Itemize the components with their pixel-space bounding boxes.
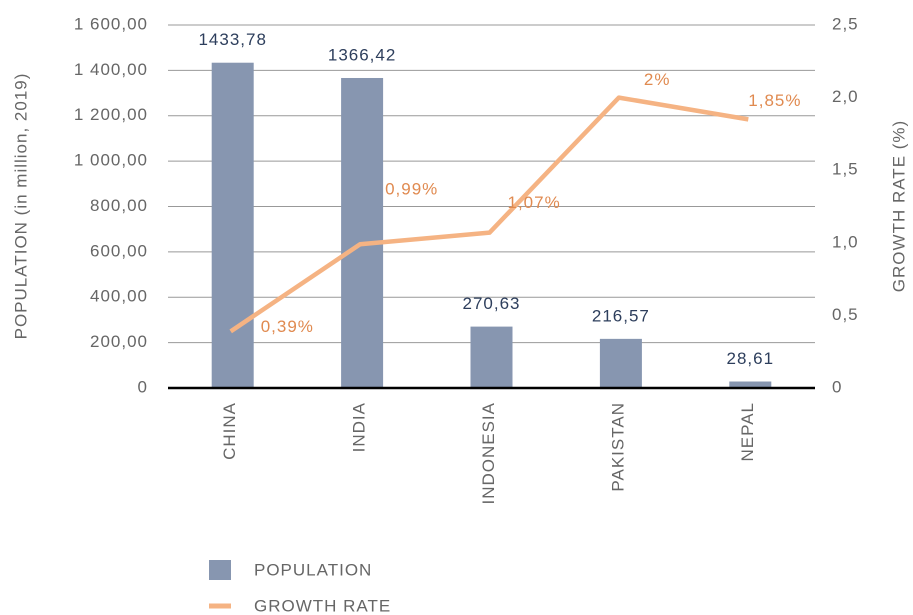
y2-tick-label: 0 [832, 377, 842, 396]
line-value-label: 0,39% [261, 317, 314, 336]
x-tick-label: CHINA [220, 402, 239, 460]
y2-axis-label: GROWTH RATE (%) [889, 120, 908, 292]
y-tick-label: 400,00 [90, 287, 148, 306]
bar-value-label: 28,61 [727, 349, 775, 368]
y2-tick-label: 0,5 [832, 305, 859, 324]
legend-label: POPULATION [254, 560, 372, 579]
x-tick-label: NEPAL [738, 402, 757, 462]
bar-value-label: 216,57 [592, 306, 650, 325]
y-tick-label: 1 600,00 [74, 14, 148, 33]
legend-label: GROWTH RATE [254, 596, 391, 615]
bar [470, 326, 513, 388]
y-axis-label: POPULATION (in million, 2019) [11, 73, 30, 340]
y2-tick-label: 1,0 [832, 232, 859, 251]
line-value-label: 1,85% [748, 91, 801, 110]
bar [341, 77, 384, 388]
legend-swatch [209, 560, 231, 580]
x-tick-label: INDONESIA [479, 402, 498, 505]
x-tick-label: PAKISTAN [608, 402, 627, 492]
line-value-label: 1,07% [508, 193, 561, 212]
y-tick-label: 1 200,00 [74, 105, 148, 124]
bar-value-label: 1433,78 [198, 30, 266, 49]
line-value-label: 0,99% [385, 180, 438, 199]
bar-value-label: 270,63 [463, 294, 521, 313]
x-tick-label: INDIA [350, 402, 369, 452]
y-tick-label: 200,00 [90, 332, 148, 351]
bar [599, 338, 642, 388]
bar-value-label: 1366,42 [328, 45, 396, 64]
y2-tick-label: 2,5 [832, 14, 859, 33]
y-tick-label: 1 400,00 [74, 60, 148, 79]
bar [211, 62, 254, 389]
line-value-label: 2% [644, 70, 671, 89]
bar [729, 381, 772, 388]
y2-tick-label: 1,5 [832, 160, 859, 179]
y-tick-label: 0 [138, 377, 148, 396]
growth-line [229, 95, 749, 334]
y-tick-label: 600,00 [90, 241, 148, 260]
y2-tick-label: 2,0 [832, 87, 859, 106]
y-tick-label: 1 000,00 [74, 151, 148, 170]
y-tick-label: 800,00 [90, 196, 148, 215]
